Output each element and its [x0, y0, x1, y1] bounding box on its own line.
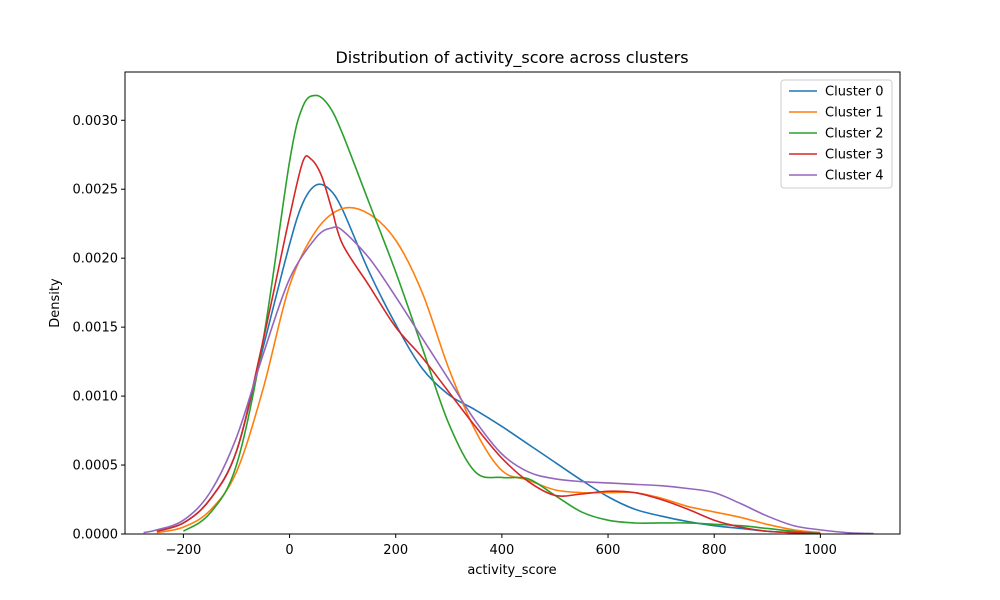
legend-label-cluster-3: Cluster 3 — [825, 148, 884, 163]
legend-label-cluster-2: Cluster 2 — [825, 127, 884, 142]
legend: Cluster 0 Cluster 1 Cluster 2 Cluster 3 Clus… — [780, 79, 893, 189]
y-axis: 0.0000 0.0005 0.0010 0.0015 0.0020 0.0025 0.00… — [73, 114, 125, 543]
legend-label-cluster-1: Cluster 1 — [825, 106, 884, 121]
chart-title: Distribution of activity_score across cl… — [335, 48, 688, 68]
series-line-cluster-3 — [156, 154, 821, 535]
y-tick-label: 0.0025 — [73, 183, 119, 198]
x-tick-label: −200 — [166, 543, 202, 558]
legend-label-cluster-0: Cluster 0 — [825, 85, 884, 100]
plot-frame — [124, 71, 901, 535]
series-line-cluster-1 — [156, 206, 821, 534]
y-tick-label: 0.0010 — [73, 390, 119, 405]
y-tick-label: 0.0005 — [73, 459, 119, 474]
y-tick-label: 0.0020 — [73, 252, 119, 267]
y-tick-label: 0.0000 — [73, 528, 119, 543]
x-tick-label: 200 — [383, 543, 408, 558]
x-axis-label: activity_score — [467, 563, 556, 578]
series-layer — [143, 94, 874, 535]
x-tick-label: 800 — [702, 543, 727, 558]
legend-label-cluster-4: Cluster 4 — [825, 169, 884, 184]
x-axis: −200 0 200 400 600 800 1000 — [166, 534, 837, 558]
legend-box — [780, 79, 893, 189]
x-tick-label: 600 — [596, 543, 621, 558]
series-line-cluster-0 — [156, 183, 821, 535]
x-tick-label: 1000 — [804, 543, 837, 558]
y-tick-label: 0.0015 — [73, 321, 119, 336]
y-axis-label: Density — [48, 278, 63, 328]
y-tick-label: 0.0030 — [73, 114, 119, 129]
series-line-cluster-2 — [182, 94, 821, 535]
x-tick-label: 0 — [285, 543, 293, 558]
series-line-cluster-4 — [143, 226, 874, 535]
x-tick-label: 400 — [489, 543, 514, 558]
